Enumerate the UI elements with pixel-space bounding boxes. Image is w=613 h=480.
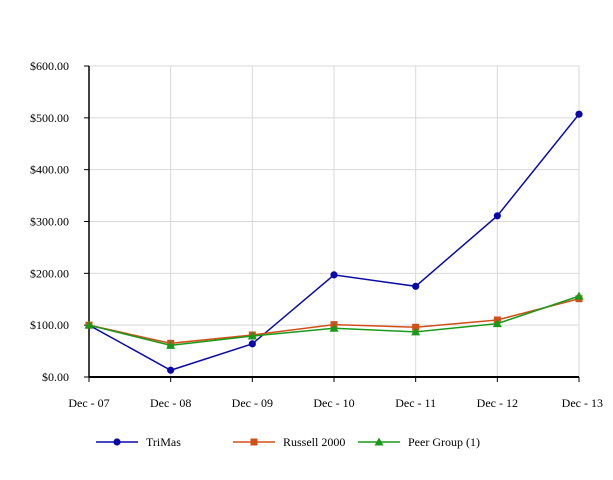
data-point-trimas <box>412 282 420 290</box>
x-tick-label: Dec - 08 <box>150 396 191 410</box>
data-point-peer-group-1 <box>574 291 584 300</box>
data-point-russell-2000 <box>412 323 420 331</box>
y-tick-label: $400.00 <box>30 163 69 177</box>
x-tick-label: Dec - 07 <box>68 396 109 410</box>
legend: TriMas Russell 2000 Peer Group (1) <box>96 435 480 449</box>
legend-marker <box>250 438 258 446</box>
legend-item-peer-group-1: Peer Group (1) <box>358 435 480 449</box>
y-tick-label: $600.00 <box>30 59 69 73</box>
data-point-trimas <box>248 340 256 348</box>
x-tick-label: Dec - 12 <box>477 396 518 410</box>
x-tick-label: Dec - 11 <box>395 396 436 410</box>
data-point-peer-group-1 <box>84 320 94 329</box>
y-axis-ticks: $0.00 $100.00 $200.00 $300.00 $400.00 $500.00… <box>30 59 89 384</box>
series-peer-group-1 <box>84 291 584 349</box>
x-tick-label: Dec - 09 <box>232 396 273 410</box>
data-point-peer-group-1 <box>166 340 176 349</box>
y-tick-label: $0.00 <box>42 370 69 384</box>
legend-marker <box>113 438 121 446</box>
data-point-trimas <box>167 366 175 374</box>
y-tick-label: $500.00 <box>30 111 69 125</box>
legend-label: Russell 2000 <box>283 435 345 449</box>
data-point-peer-group-1 <box>329 323 339 332</box>
series-group <box>84 110 584 374</box>
data-point-peer-group-1 <box>247 331 257 340</box>
data-point-trimas <box>330 271 338 279</box>
y-tick-label: $100.00 <box>30 318 69 332</box>
legend-item-russell-2000: Russell 2000 <box>233 435 345 449</box>
data-point-peer-group-1 <box>492 319 502 328</box>
data-point-trimas <box>493 212 501 220</box>
y-tick-label: $300.00 <box>30 215 69 229</box>
legend-marker <box>374 437 384 446</box>
y-tick-label: $200.00 <box>30 266 69 280</box>
legend-label: TriMas <box>146 435 181 449</box>
x-axis-ticks: Dec - 07 Dec - 08 Dec - 09 Dec - 10 Dec - 11… <box>68 377 603 410</box>
x-tick-label: Dec - 10 <box>313 396 354 410</box>
data-point-peer-group-1 <box>411 327 421 336</box>
data-point-trimas <box>575 110 583 118</box>
x-tick-label: Dec - 13 <box>562 396 603 410</box>
legend-item-trimas: TriMas <box>96 435 181 449</box>
legend-label: Peer Group (1) <box>408 435 480 449</box>
